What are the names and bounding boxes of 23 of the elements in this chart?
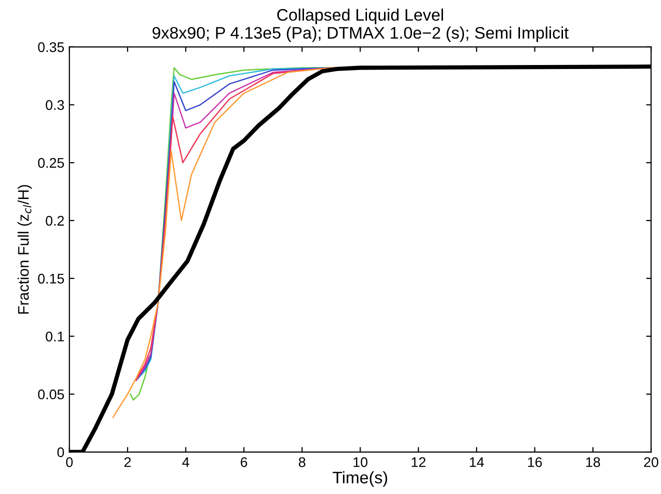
x-tick-label: 6 <box>240 457 248 468</box>
y-axis-title: Fraction Full (z$_{cl}$/H) <box>18 185 32 314</box>
chart-title: Collapsed Liquid Level <box>277 8 443 24</box>
x-tick-label: 20 <box>644 457 658 468</box>
x-tick-label: 2 <box>124 457 131 467</box>
y-tick-label: 0.25 <box>38 158 64 168</box>
y-tick-label: 0.35 <box>38 42 64 52</box>
x-tick-label: 10 <box>354 457 368 468</box>
x-tick-label: 4 <box>182 457 190 467</box>
x-tick-label: 8 <box>298 457 306 468</box>
y-tick-label: 0.2 <box>46 216 64 226</box>
x-tick-label: 16 <box>528 457 542 468</box>
x-tick-label: 0 <box>66 457 73 468</box>
x-tick-label: 12 <box>412 457 426 467</box>
y-tick-label: 0.15 <box>38 274 64 284</box>
x-tick-label: 18 <box>586 457 600 468</box>
x-axis-title: Time(s) <box>332 471 388 487</box>
x-tick-label: 14 <box>470 457 484 467</box>
y-tick-label: 0.3 <box>46 100 64 110</box>
y-tick-label: 0.1 <box>46 332 64 342</box>
y-tick-label: 0 <box>57 447 64 458</box>
y-tick-label: 0.05 <box>38 389 64 400</box>
chart-subtitle: 9x8x90; P 4.13e5 (Pa); DTMAX 1.0e−2 (s); Semi Implicit <box>152 26 569 42</box>
